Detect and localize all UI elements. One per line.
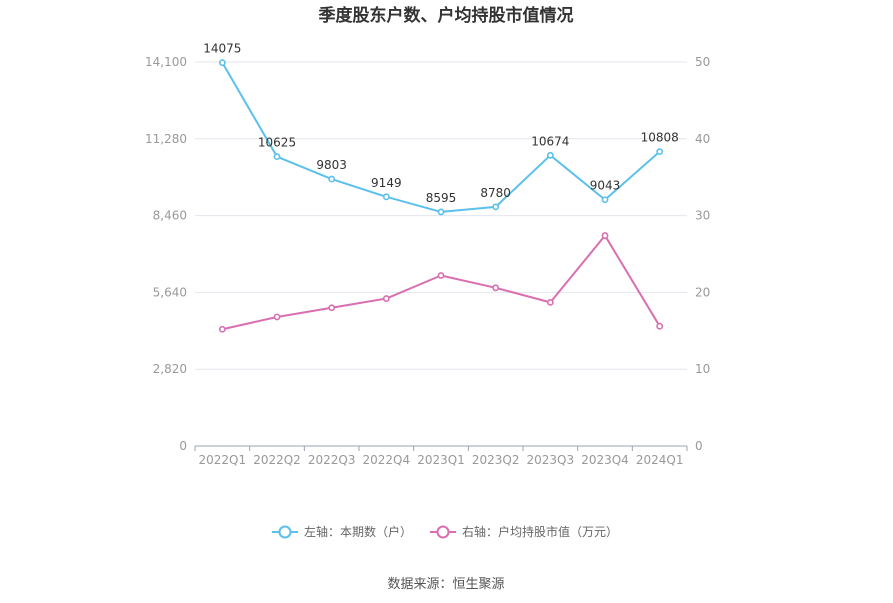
x-axis-tick-label: 2023Q3 — [527, 453, 575, 467]
right-axis-tick-label: 40 — [695, 132, 710, 146]
legend-marker — [278, 525, 292, 539]
grid — [195, 61, 687, 370]
data-label: 9149 — [371, 176, 402, 190]
series-0-point — [546, 151, 554, 159]
series-0-point — [218, 59, 226, 67]
x-axis-tick-label: 2022Q4 — [363, 453, 411, 467]
source-note: 数据来源：恒生聚源 — [387, 577, 504, 592]
left-axis-tick-label: 14,100 — [145, 55, 187, 69]
series-0-point — [328, 175, 336, 183]
right-axis-tick-label: 0 — [695, 439, 703, 453]
legend-marker — [436, 525, 450, 539]
series-0-point — [382, 193, 390, 201]
series-0-point — [492, 203, 500, 211]
series-1-point — [546, 298, 554, 306]
data-label: 9803 — [316, 158, 347, 172]
series-group — [218, 59, 664, 333]
series-0-point — [601, 196, 609, 204]
series-line-1 — [222, 234, 661, 331]
legend-item-0[interactable]: 左轴：本期数（户） — [272, 524, 412, 539]
axes: 0 0 2,820 10 5,640 20 8,460 30 11,280 40 14,100 50 2… — [145, 55, 710, 467]
data-label: 14075 — [203, 42, 241, 56]
data-label: 8780 — [480, 186, 511, 200]
data-label: 10674 — [531, 134, 569, 148]
series-0-point — [656, 148, 664, 156]
data-label: 8595 — [426, 191, 457, 205]
series-1-point — [492, 284, 500, 292]
series-1-point — [601, 232, 609, 239]
legend-label: 右轴：户均持股市值（万元） — [462, 524, 618, 539]
legend-label: 左轴：本期数（户） — [304, 524, 412, 539]
series-1-point — [328, 304, 336, 312]
data-labels: 14075 10625 9803 9149 8595 8780 10674 9043 10808 — [203, 42, 679, 205]
legend[interactable]: 左轴：本期数（户） 右轴：户均持股市值（万元） — [272, 524, 618, 539]
right-axis-tick-label: 10 — [695, 362, 710, 376]
series-1-point — [382, 295, 390, 302]
chart-title: 季度股东户数、户均持股市值情况 — [319, 5, 574, 26]
series-0-point — [437, 208, 445, 216]
data-label: 9043 — [590, 179, 621, 193]
left-axis-tick-label: 2,820 — [153, 362, 187, 376]
left-axis-tick-label: 5,640 — [153, 285, 187, 299]
series-1-point — [656, 322, 664, 330]
series-0-point — [273, 153, 281, 161]
right-axis-tick-label: 20 — [695, 285, 710, 299]
legend-item-1[interactable]: 右轴：户均持股市值（万元） — [430, 524, 618, 539]
data-label: 10808 — [641, 131, 679, 145]
left-axis-tick-label: 8,460 — [153, 209, 187, 223]
x-axis-tick-label: 2022Q2 — [253, 453, 301, 467]
x-axis-tick-label: 2022Q1 — [199, 453, 247, 467]
x-axis-tick-label: 2023Q4 — [581, 453, 629, 467]
left-axis-tick-label: 0 — [179, 439, 187, 453]
right-axis-tick-label: 50 — [695, 55, 710, 69]
right-axis-tick-label: 30 — [695, 209, 710, 223]
series-1-point — [218, 325, 226, 333]
data-label: 10625 — [258, 136, 296, 150]
left-axis-tick-label: 11,280 — [145, 132, 187, 146]
series-1-point — [437, 272, 445, 279]
x-axis-tick-label: 2024Q1 — [636, 453, 684, 467]
x-axis-tick-label: 2023Q1 — [417, 453, 465, 467]
series-1-point — [273, 313, 281, 321]
x-axis-tick-label: 2023Q2 — [472, 453, 520, 467]
x-axis-tick-label: 2022Q3 — [308, 453, 356, 467]
